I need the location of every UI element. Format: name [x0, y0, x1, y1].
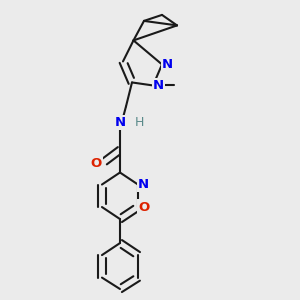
Text: O: O	[91, 157, 102, 170]
Text: N: N	[162, 58, 173, 71]
Text: N: N	[114, 116, 125, 129]
Text: O: O	[138, 200, 149, 214]
Text: H: H	[135, 116, 144, 129]
Text: N: N	[153, 79, 164, 92]
Text: N: N	[138, 178, 149, 191]
